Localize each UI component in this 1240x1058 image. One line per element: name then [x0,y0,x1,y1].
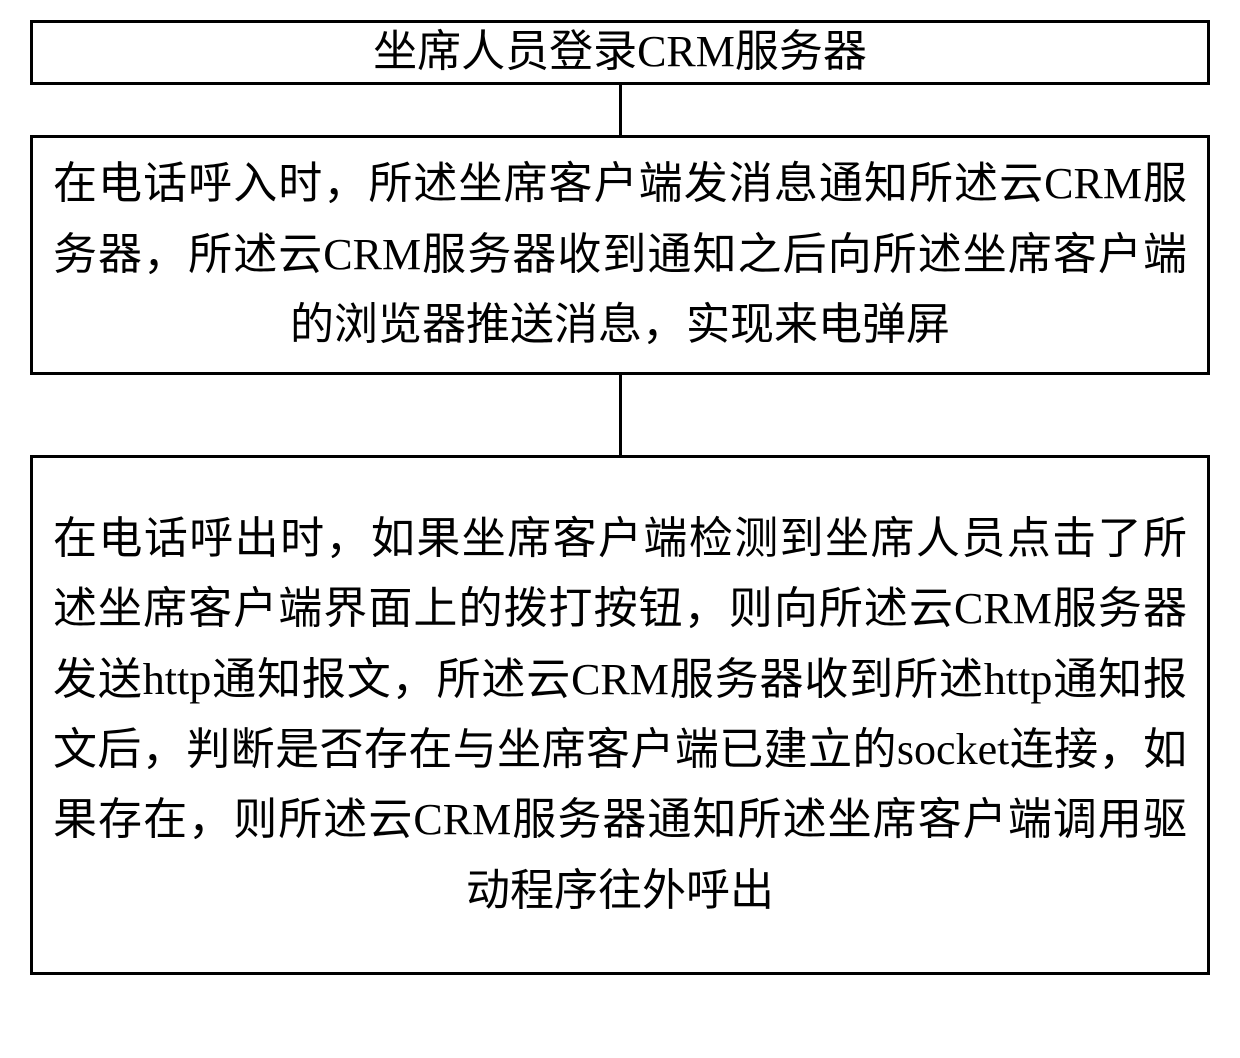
step-1-text: 坐席人员登录CRM服务器 [53,17,1187,87]
connector-2-3 [619,375,622,455]
step-3-text: 在电话呼出时，如果坐席客户端检测到坐席人员点击了所述坐席客户端界面上的拨打按钮，… [53,504,1187,926]
step-2-text: 在电话呼入时，所述坐席客户端发消息通知所述云CRM服务器，所述云CRM服务器收到… [53,149,1187,360]
flowchart-step-2: 在电话呼入时，所述坐席客户端发消息通知所述云CRM服务器，所述云CRM服务器收到… [30,135,1210,375]
connector-1-2 [619,85,622,135]
flowchart-step-1: 坐席人员登录CRM服务器 [30,20,1210,85]
flowchart-container: 坐席人员登录CRM服务器 在电话呼入时，所述坐席客户端发消息通知所述云CRM服务… [30,20,1210,975]
flowchart-step-3: 在电话呼出时，如果坐席客户端检测到坐席人员点击了所述坐席客户端界面上的拨打按钮，… [30,455,1210,975]
